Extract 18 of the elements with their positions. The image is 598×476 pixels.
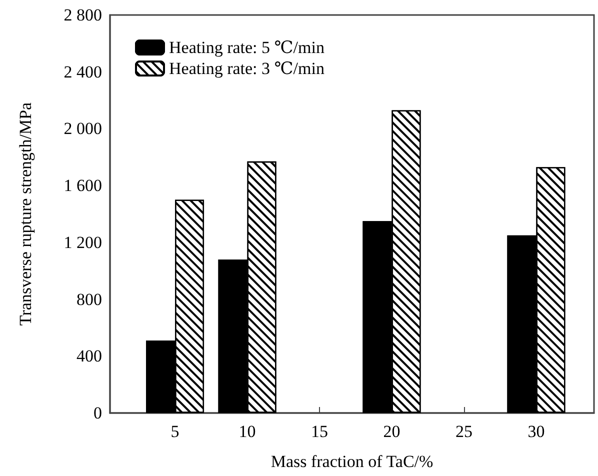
x-tick-label: 20 — [383, 422, 400, 441]
y-tick-label: 800 — [76, 290, 102, 309]
x-tick-label: 10 — [238, 422, 256, 441]
legend-label: Heating rate: 5 ℃/min — [169, 38, 325, 57]
y-tick-label: 1 200 — [64, 232, 102, 252]
y-tick-label: 2 400 — [64, 62, 102, 82]
x-tick-label: 25 — [455, 422, 472, 441]
y-tick-label: 2 000 — [64, 119, 102, 138]
legend-label: Heating rate: 3 ℃/min — [169, 59, 325, 78]
y-tick-label: 1 600 — [64, 176, 102, 196]
x-axis-title: Mass fraction of TaC/% — [270, 452, 434, 471]
x-tick-label: 15 — [310, 422, 328, 441]
y-tick-label: 400 — [76, 346, 102, 366]
y-tick-label: 2 800 — [64, 6, 102, 24]
x-tick-label: 30 — [528, 422, 545, 441]
x-tick-label: 5 — [170, 422, 180, 441]
y-axis-title: Transverse rupture strength/MPa — [16, 102, 35, 326]
y-tick-label: 0 — [94, 404, 102, 422]
